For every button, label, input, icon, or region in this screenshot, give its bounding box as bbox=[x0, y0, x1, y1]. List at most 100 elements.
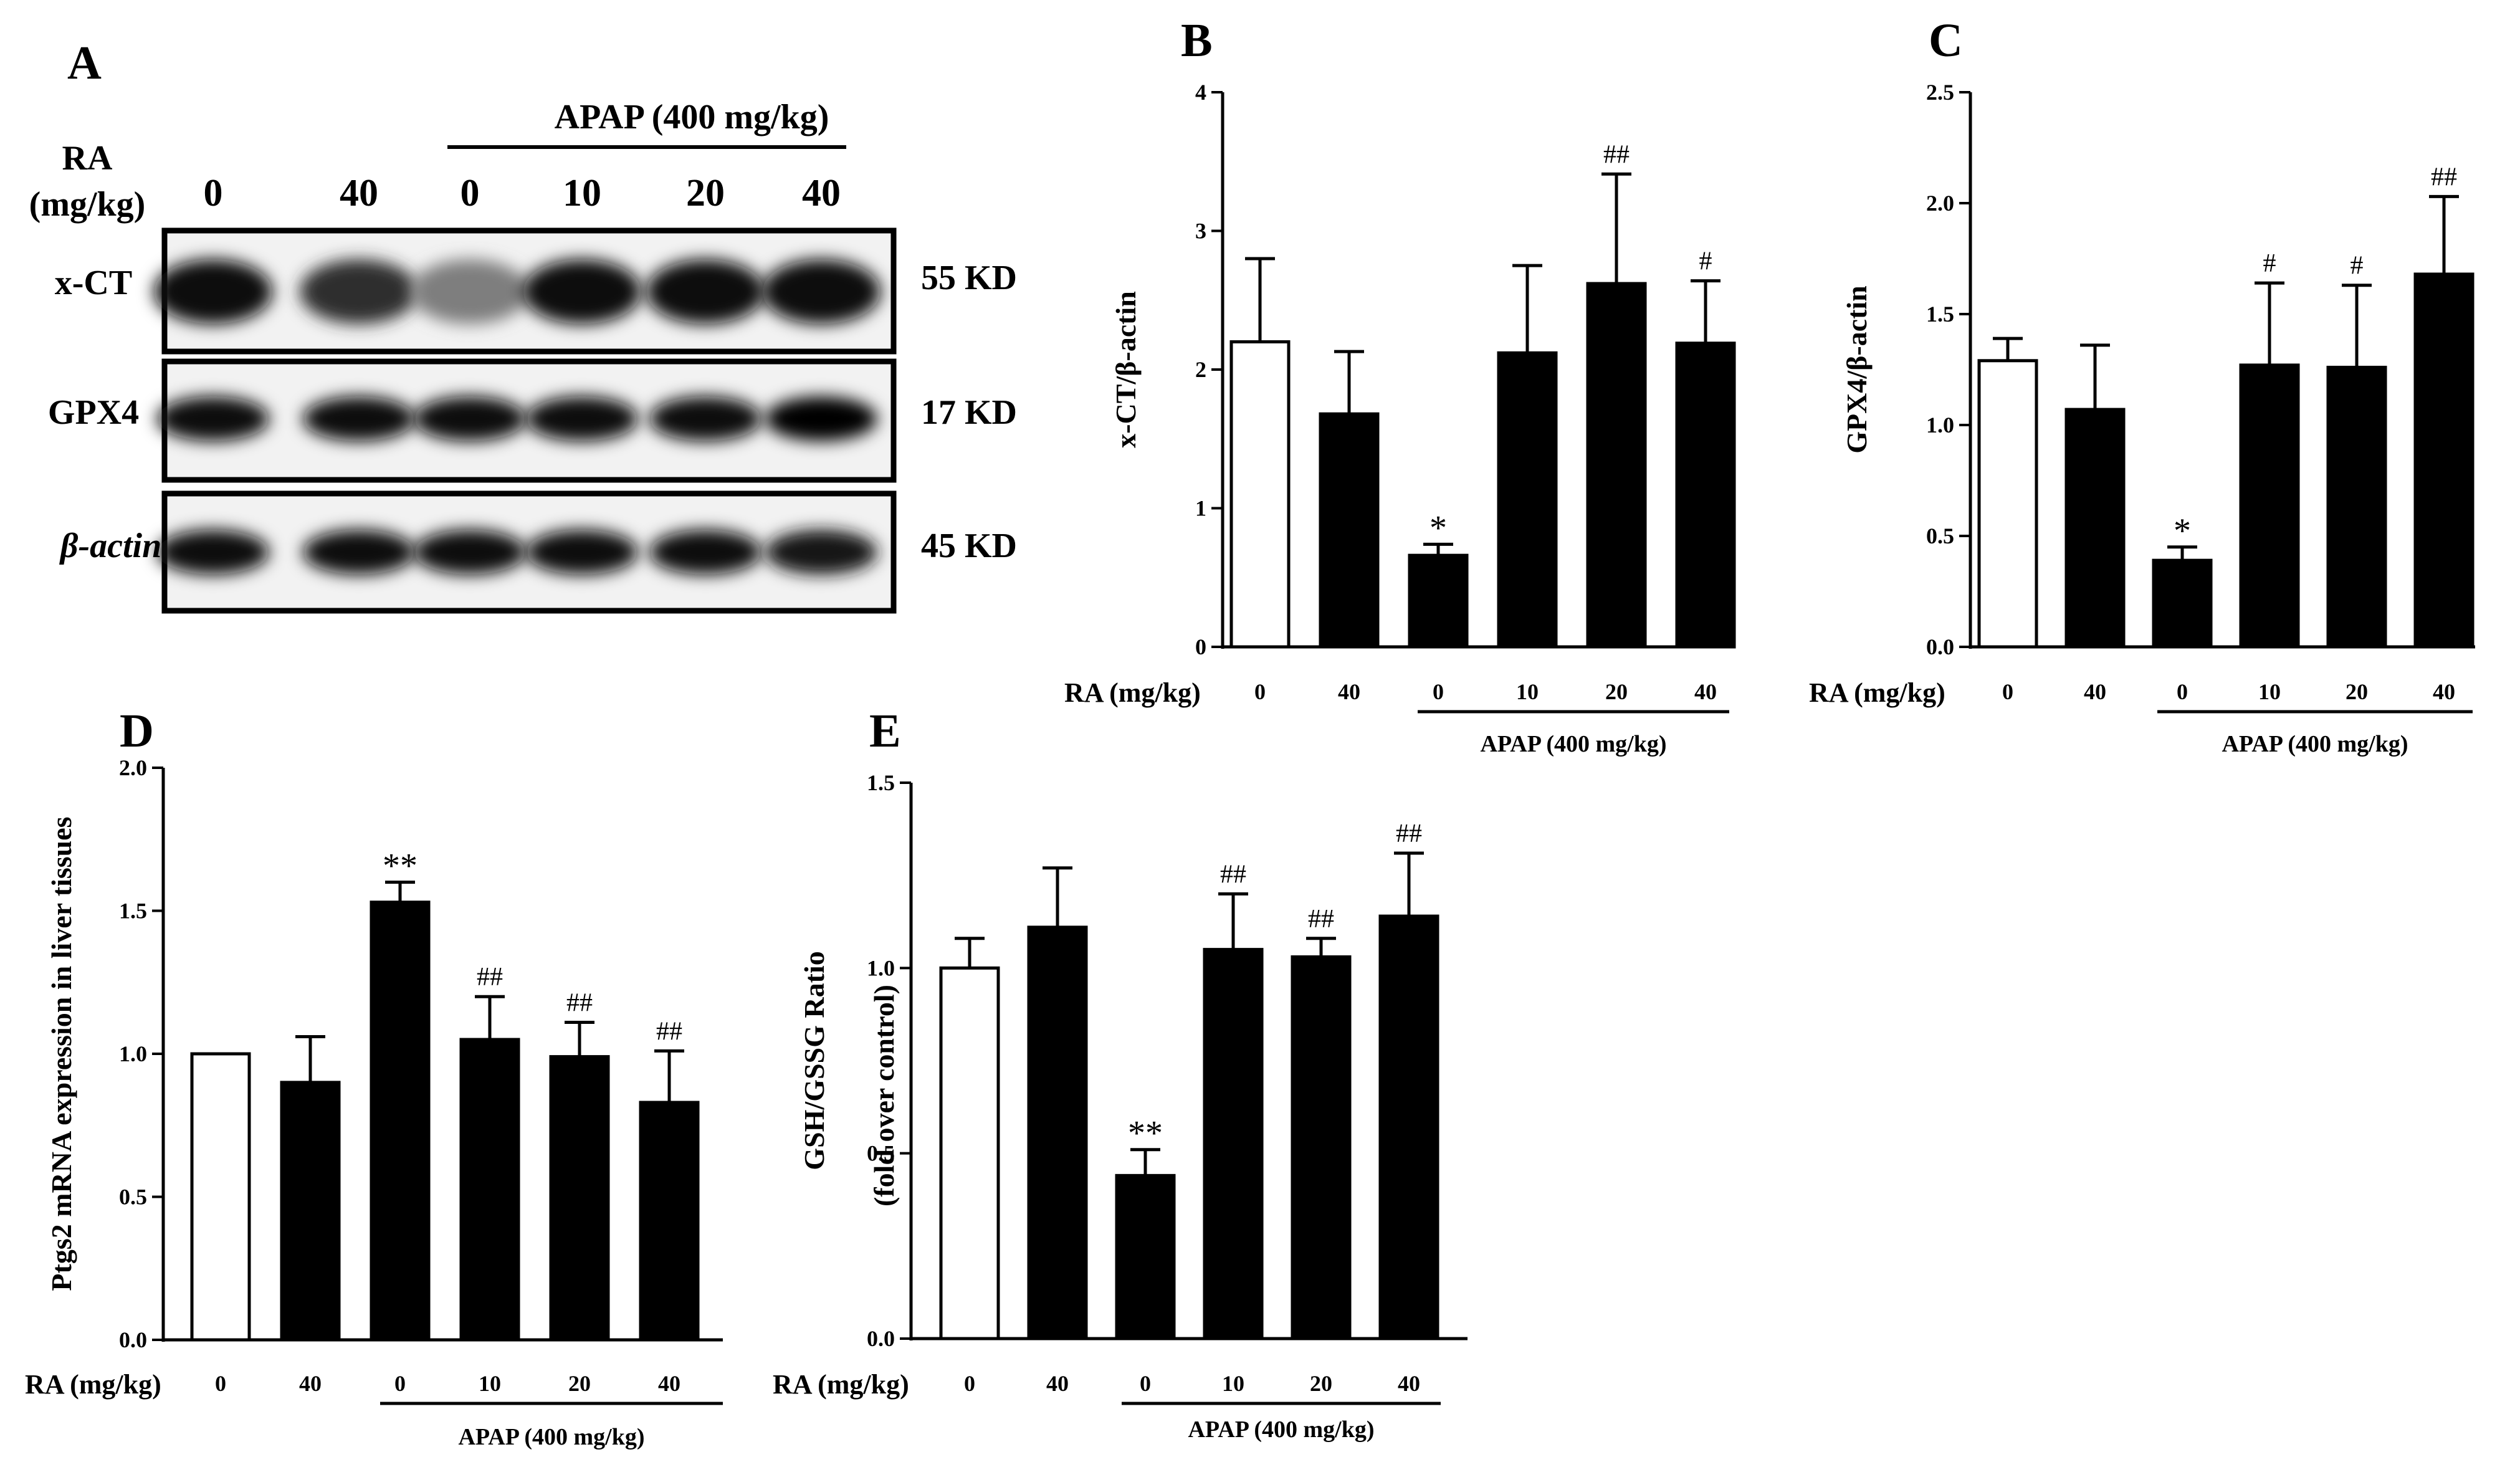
band-lane-group bbox=[157, 530, 877, 575]
group-label: APAP (400 mg/kg) bbox=[2222, 731, 2408, 757]
blot-band bbox=[765, 396, 877, 441]
significance-annotation: ## bbox=[1396, 819, 1422, 848]
y-tick-label: 1 bbox=[1195, 496, 1206, 521]
x-category-label: 20 bbox=[1605, 679, 1628, 704]
blot-band bbox=[765, 530, 877, 575]
y-tick-label: 4 bbox=[1195, 80, 1206, 105]
y-tick-label: 1.5 bbox=[119, 899, 147, 924]
y-tick-label: 0.5 bbox=[867, 1141, 895, 1166]
blot-protein-label: x-CT bbox=[55, 264, 132, 302]
dose-label: 0 bbox=[461, 172, 480, 214]
blot-size-label: 17 KD bbox=[921, 393, 1017, 432]
bar bbox=[190, 1052, 251, 1342]
panel-letter-d: D bbox=[120, 705, 154, 757]
panel-e-chart: E 0.0 0.5 1.0 1.5 GSH/GSSG Ratio (fold over c… bbox=[773, 705, 1468, 1443]
blot-band bbox=[154, 259, 272, 324]
panel-letter-b: B bbox=[1181, 14, 1213, 67]
significance-annotation: # bbox=[2351, 252, 2364, 280]
blot-band bbox=[411, 259, 529, 324]
blot-band bbox=[526, 396, 638, 441]
apap-group-label: APAP (400 mg/kg) bbox=[555, 98, 829, 136]
y-axis-label: Ptgs2 mRNA expression in liver tissues bbox=[45, 816, 77, 1291]
x-category-label: 40 bbox=[2433, 679, 2455, 704]
dose-label: 40 bbox=[802, 172, 841, 214]
bar bbox=[1497, 351, 1558, 649]
x-category-label: 0 bbox=[964, 1371, 975, 1396]
x-category-label: 40 bbox=[2084, 679, 2106, 704]
panel-c-chart: C 0.0 0.5 1.0 1.5 2.0 2.5 GPX4/β-actin 0 40 * 0 #10… bbox=[1809, 14, 2475, 757]
y-tick-label: 2.0 bbox=[1926, 191, 1954, 216]
bar bbox=[370, 901, 431, 1342]
panel-letter-a: A bbox=[67, 37, 102, 89]
bar bbox=[639, 1101, 700, 1342]
y-tick-label: 1.5 bbox=[867, 770, 895, 795]
bar bbox=[1378, 914, 1439, 1340]
y-tick-label: 1.0 bbox=[867, 955, 895, 980]
dose-label: 10 bbox=[563, 172, 601, 214]
significance-annotation: ## bbox=[1603, 140, 1630, 169]
bar bbox=[1229, 340, 1291, 649]
bar bbox=[549, 1055, 610, 1342]
bar bbox=[459, 1038, 520, 1342]
blot-beta-actin: β-actin 45 KD bbox=[59, 490, 1017, 614]
dose-label: 0 bbox=[204, 172, 223, 214]
x-axis-label: RA (mg/kg) bbox=[1064, 677, 1201, 708]
y-axis-label: (fold over control) bbox=[868, 985, 900, 1206]
band-lane-group bbox=[154, 259, 881, 324]
y-axis-label: x-CT/β-actin bbox=[1110, 291, 1142, 448]
x-axis-label: RA (mg/kg) bbox=[773, 1369, 909, 1400]
bar bbox=[1586, 282, 1647, 649]
significance-annotation: ## bbox=[566, 989, 593, 1018]
y-tick-label: 3 bbox=[1195, 219, 1206, 244]
blot-band bbox=[414, 396, 526, 441]
band-lane-group bbox=[157, 396, 877, 441]
significance-annotation: # bbox=[2263, 249, 2276, 278]
panel-b-chart: B 0 1 2 3 4 x-CT/β-actin 0 40 * 0 10 ## 20 #40 RA (mg/… bbox=[1064, 14, 1736, 757]
x-category-label: 0 bbox=[1254, 679, 1266, 704]
blot-band bbox=[523, 259, 641, 324]
x-category-label: 40 bbox=[299, 1371, 322, 1396]
panel-letter-c: C bbox=[1929, 14, 1963, 67]
x-category-label: 40 bbox=[658, 1371, 680, 1396]
significance-annotation: ## bbox=[1308, 905, 1334, 934]
y-tick-label: 2.5 bbox=[1926, 80, 1954, 105]
bar bbox=[1977, 359, 2038, 649]
x-category-label: 0 bbox=[1140, 1371, 1151, 1396]
blot-gpx4: GPX4 17 KD bbox=[48, 358, 1017, 483]
blot-protein-label: GPX4 bbox=[48, 393, 139, 432]
y-tick-label: 0.0 bbox=[867, 1326, 895, 1351]
significance-annotation: ## bbox=[1220, 860, 1246, 889]
y-tick-label: 1.0 bbox=[119, 1041, 147, 1066]
y-tick-label: 1.5 bbox=[1926, 302, 1954, 327]
bar bbox=[1319, 412, 1380, 649]
blot-band bbox=[303, 396, 415, 441]
y-tick-label: 0.0 bbox=[1926, 634, 1954, 659]
bar bbox=[2064, 408, 2126, 649]
bar bbox=[1203, 948, 1264, 1340]
significance-annotation: * bbox=[2174, 512, 2191, 550]
x-category-label: 20 bbox=[568, 1371, 591, 1396]
bar bbox=[1291, 955, 1352, 1340]
x-category-label: 20 bbox=[2346, 679, 2368, 704]
panel-a: A APAP (400 mg/kg) RA (mg/kg) 0 40 0 10 … bbox=[29, 37, 1017, 614]
significance-annotation: ## bbox=[2431, 163, 2457, 191]
dose-label: 40 bbox=[340, 172, 378, 214]
dose-labels: 0 40 0 10 20 40 bbox=[204, 172, 841, 214]
significance-annotation: # bbox=[1699, 247, 1712, 276]
panel-d-chart: D 0.0 0.5 1.0 1.5 2.0 Ptgs2 mRNA expression i… bbox=[25, 705, 723, 1450]
blot-band bbox=[414, 530, 526, 575]
blot-band bbox=[646, 259, 765, 324]
group-label: APAP (400 mg/kg) bbox=[1480, 731, 1666, 757]
y-axis-label: GSH/GSSG Ratio bbox=[798, 951, 830, 1170]
group-label: APAP (400 mg/kg) bbox=[458, 1424, 644, 1450]
blot-size-label: 45 KD bbox=[921, 527, 1017, 565]
blot-band bbox=[649, 396, 761, 441]
x-category-label: 10 bbox=[479, 1371, 501, 1396]
ra-unit-label: (mg/kg) bbox=[29, 185, 146, 224]
y-tick-label: 0.0 bbox=[119, 1327, 147, 1352]
blot-band bbox=[649, 530, 761, 575]
x-category-label: 0 bbox=[215, 1371, 226, 1396]
dose-label: 20 bbox=[686, 172, 725, 214]
panel-letter-e: E bbox=[869, 705, 901, 757]
y-tick-label: 2.0 bbox=[119, 755, 147, 780]
